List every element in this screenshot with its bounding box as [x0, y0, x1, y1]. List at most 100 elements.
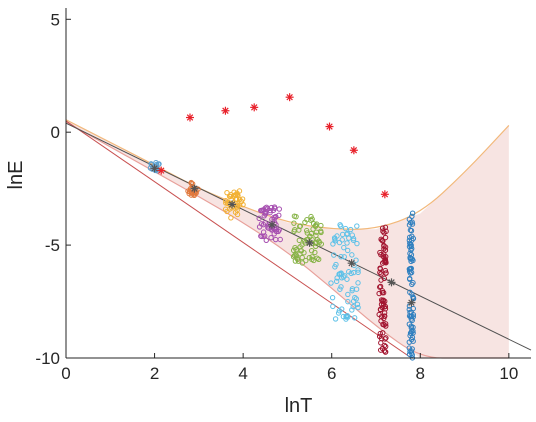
data-point	[307, 233, 313, 239]
data-point	[308, 247, 315, 254]
data-point	[329, 294, 336, 301]
data-point	[407, 255, 413, 262]
gray-star-marker	[387, 278, 396, 287]
data-point	[346, 235, 352, 241]
star-stroke	[186, 114, 194, 121]
data-point	[293, 213, 299, 220]
data-point	[407, 330, 414, 336]
star-stroke	[268, 221, 276, 228]
data-point	[309, 216, 315, 222]
star-stroke	[306, 239, 313, 247]
data-point	[265, 225, 271, 231]
data-point	[377, 269, 383, 276]
data-point	[354, 240, 360, 247]
data-point	[297, 223, 303, 230]
star-stroke	[286, 93, 293, 101]
data-point	[379, 345, 386, 352]
star-stroke	[381, 191, 389, 198]
star-stroke	[408, 299, 415, 306]
data-point	[380, 330, 386, 336]
data-point	[382, 321, 389, 327]
data-point	[410, 324, 416, 331]
data-point	[228, 196, 234, 203]
x-axis-label: lnT	[285, 395, 313, 417]
star-stroke	[191, 185, 198, 192]
data-point	[188, 189, 194, 196]
data-point	[234, 203, 241, 209]
data-point	[339, 237, 345, 243]
data-point	[349, 307, 355, 313]
star-stroke	[350, 147, 358, 154]
red-star-marker	[380, 190, 389, 199]
data-point	[330, 303, 336, 310]
data-point	[188, 179, 194, 186]
data-point	[409, 291, 415, 297]
gray-star-marker	[407, 298, 416, 307]
band-fill	[66, 119, 509, 358]
data-point	[260, 233, 266, 240]
data-point	[409, 352, 415, 358]
x-tick-label: 8	[416, 364, 425, 383]
data-point	[407, 240, 413, 247]
band-lower-line	[65, 121, 509, 359]
data-point	[271, 231, 277, 237]
data-point	[383, 270, 389, 276]
data-point	[156, 161, 162, 167]
data-point	[409, 219, 415, 225]
data-point	[349, 252, 355, 258]
data-point	[382, 234, 389, 241]
data-point	[296, 227, 302, 233]
star-stroke	[222, 107, 229, 114]
data-point	[406, 339, 412, 345]
data-point	[290, 247, 297, 254]
data-point	[410, 312, 417, 318]
data-point	[353, 296, 359, 302]
data-point	[258, 233, 265, 240]
star-stroke	[348, 259, 355, 267]
data-point	[262, 220, 268, 226]
data-point	[354, 301, 361, 307]
data-point	[376, 290, 382, 297]
data-point	[263, 237, 269, 244]
axes: 0 2 4 6 8 10 -10 -5 0 5	[35, 8, 531, 383]
red-star-marker	[221, 106, 230, 115]
data-point	[191, 192, 197, 199]
red-fit-line	[65, 120, 412, 359]
star-stroke	[228, 201, 236, 208]
data-point	[409, 210, 416, 216]
x-tick-label: 2	[150, 364, 159, 383]
fit-lines	[65, 120, 532, 359]
confidence-band	[65, 119, 510, 359]
data-point	[313, 232, 319, 239]
data-point	[312, 223, 319, 230]
data-point	[318, 222, 324, 229]
star-stroke	[157, 167, 165, 174]
data-point	[313, 229, 320, 235]
data-point	[355, 304, 361, 311]
data-point	[381, 315, 387, 322]
data-point	[333, 278, 340, 285]
data-point	[334, 275, 340, 281]
y-axis-label: lnE	[5, 161, 27, 190]
data-point	[337, 222, 343, 228]
data-point	[353, 286, 360, 292]
red-star-marker	[349, 146, 358, 155]
data-point	[338, 253, 344, 260]
data-point	[341, 254, 347, 260]
data-point	[304, 227, 310, 234]
x-tick-label: 10	[499, 364, 518, 383]
data-point	[291, 220, 297, 226]
data-point	[383, 323, 389, 329]
data-point	[377, 284, 383, 290]
data-point	[339, 231, 346, 238]
gray-star-marker	[347, 259, 356, 268]
data-point	[380, 321, 386, 328]
data-point	[333, 261, 339, 268]
data-point	[312, 243, 319, 249]
star-stroke	[388, 279, 395, 286]
data-point	[234, 196, 240, 203]
data-point	[345, 298, 351, 305]
red-star-marker	[157, 166, 166, 175]
data-point	[299, 254, 305, 261]
